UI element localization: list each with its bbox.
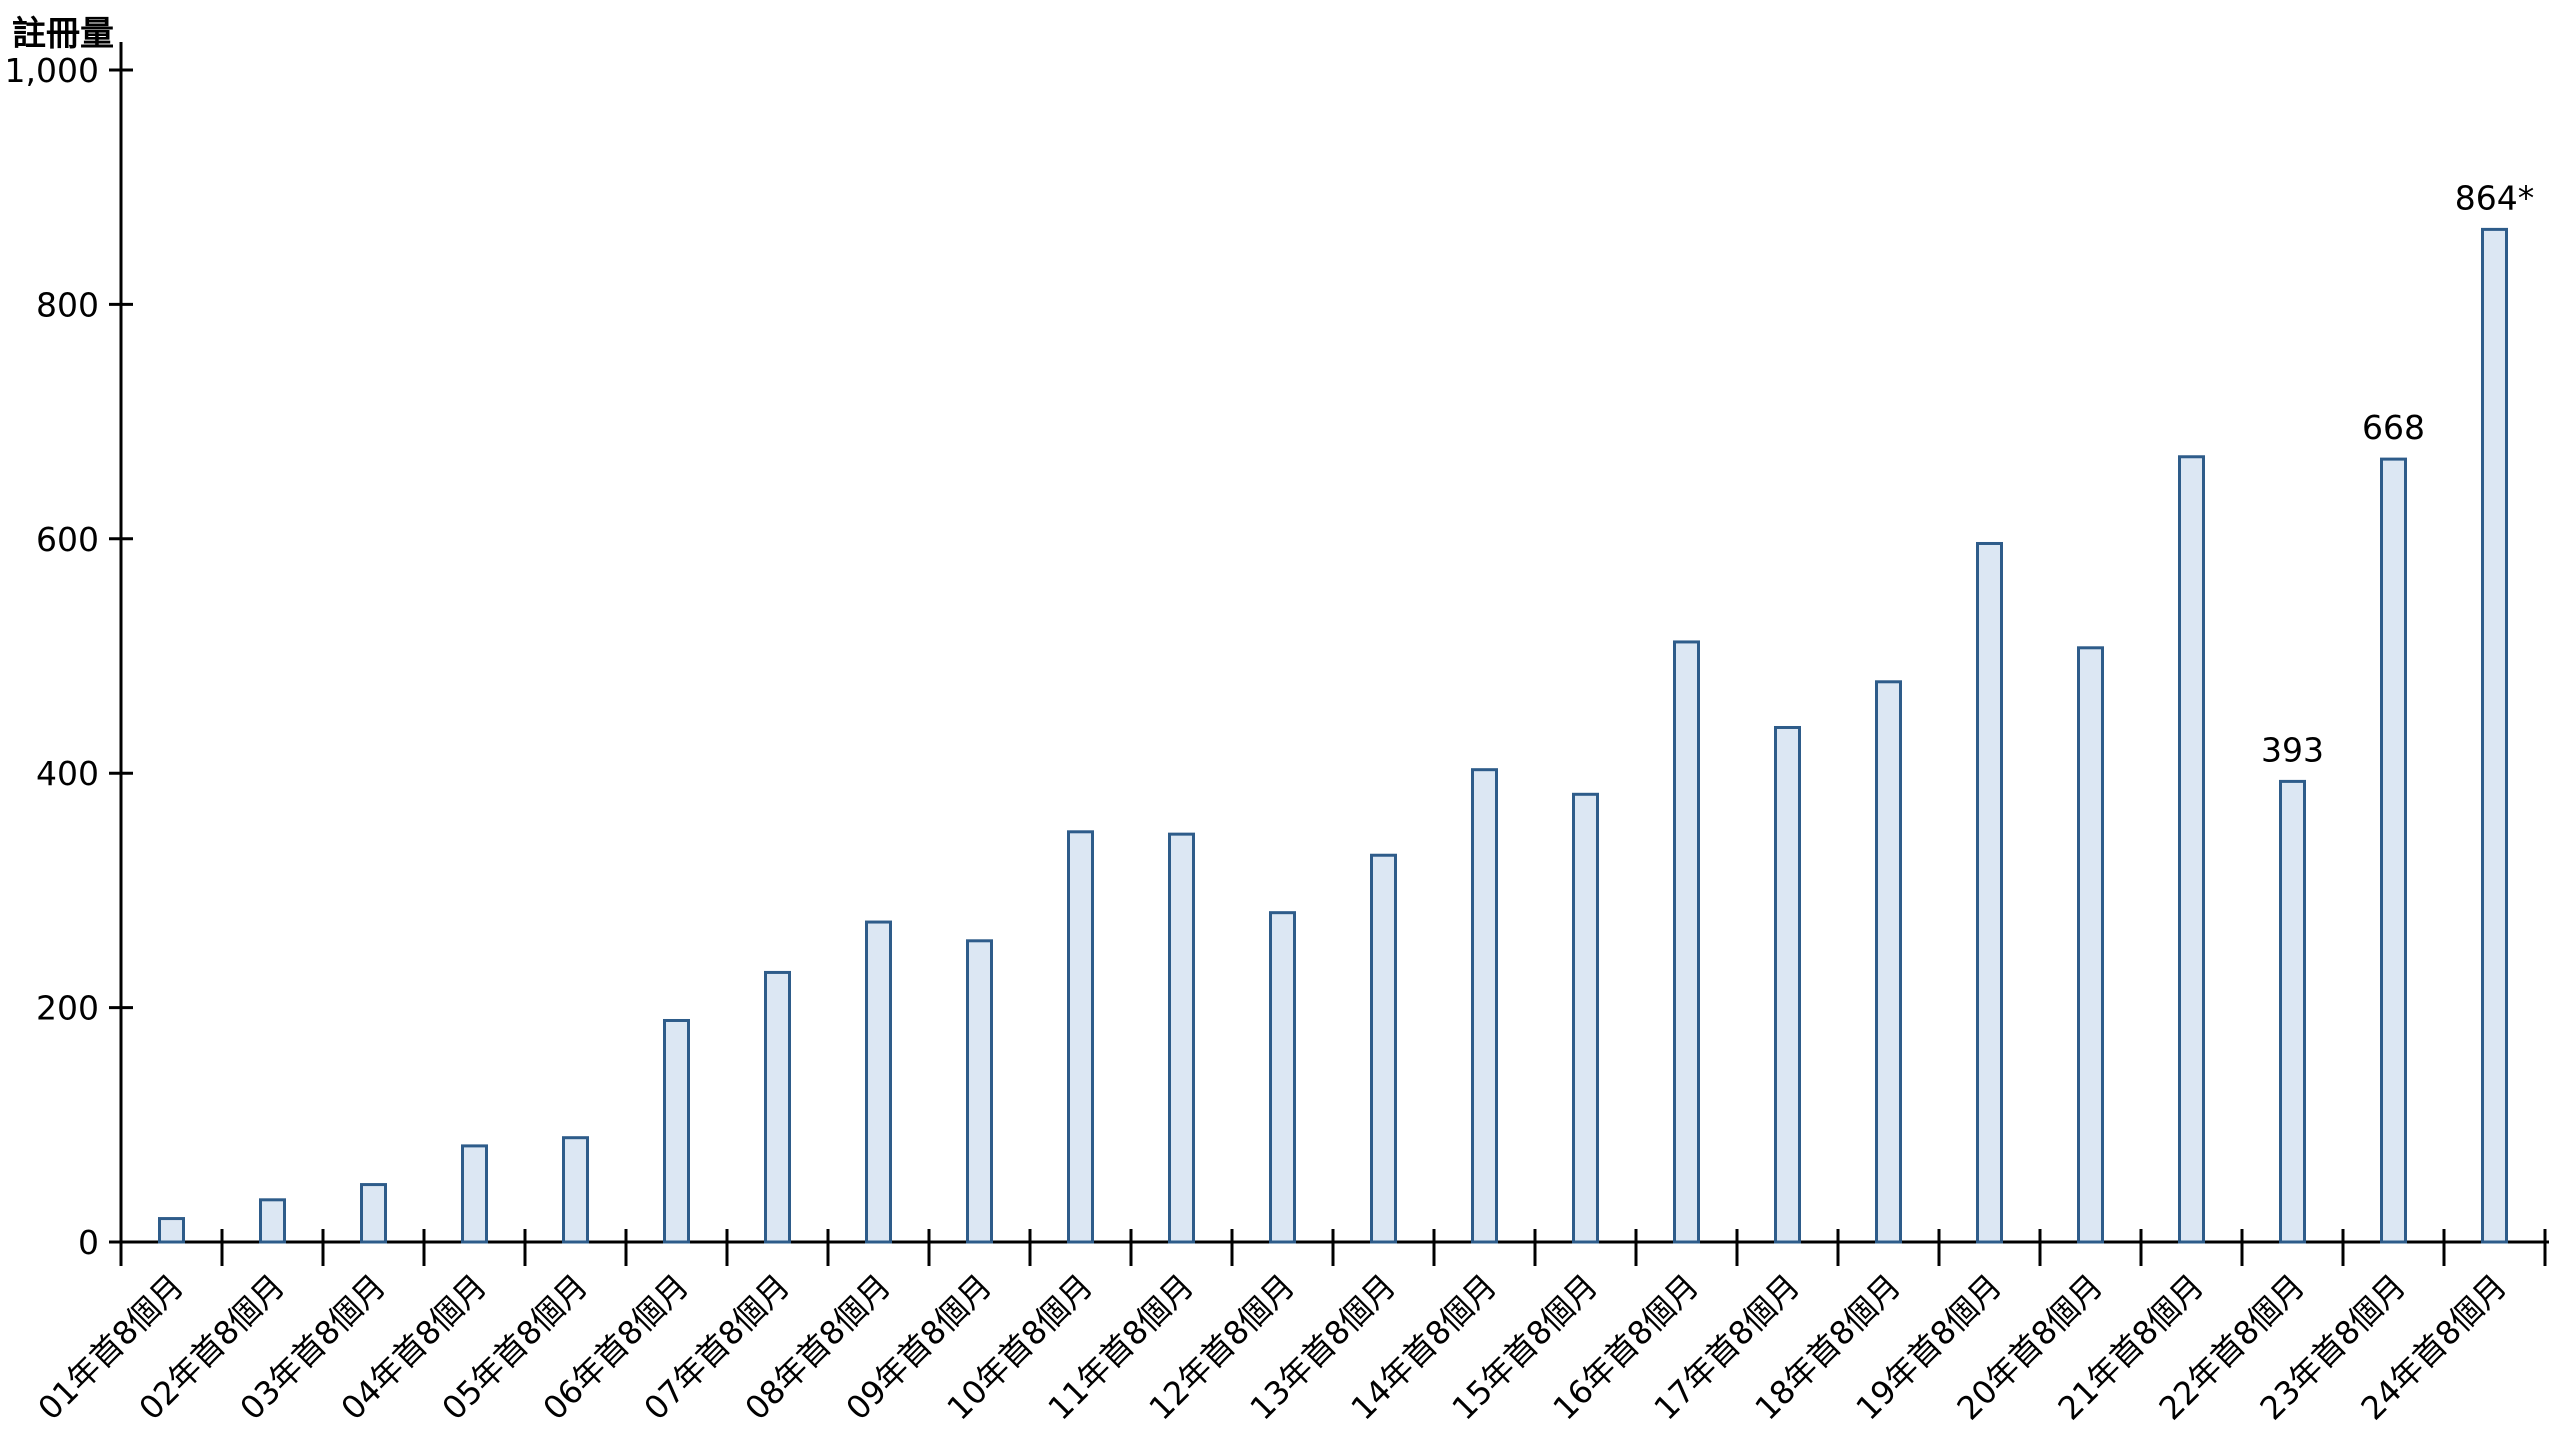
bar-22年首8個月 <box>2279 779 2306 1244</box>
bar-03年首8個月 <box>360 1183 387 1244</box>
bar-11年首8個月 <box>1168 832 1195 1244</box>
bar-20年首8個月 <box>2077 646 2104 1244</box>
bar-21年首8個月 <box>2178 455 2205 1244</box>
bar-06年首8個月 <box>663 1018 690 1244</box>
y-axis-tick-label: 800 <box>36 285 99 324</box>
bar-value-label: 668 <box>2362 408 2425 447</box>
bar-18年首8個月 <box>1875 680 1902 1244</box>
bar-value-label: 393 <box>2261 730 2324 769</box>
bar-10年首8個月 <box>1067 830 1094 1244</box>
bar-05年首8個月 <box>562 1136 589 1244</box>
bar-08年首8個月 <box>865 920 892 1244</box>
bar-23年首8個月 <box>2380 457 2407 1244</box>
y-axis-tick-label: 1,000 <box>5 51 99 90</box>
bar-15年首8個月 <box>1572 792 1599 1244</box>
bar-02年首8個月 <box>259 1198 286 1244</box>
bar-04年首8個月 <box>461 1144 488 1244</box>
bar-12年首8個月 <box>1269 911 1296 1244</box>
bar-14年首8個月 <box>1471 768 1498 1244</box>
bar-16年首8個月 <box>1673 640 1700 1244</box>
y-axis-tick-label: 600 <box>36 520 99 559</box>
y-axis-title: 註冊量 <box>12 14 114 54</box>
bar-24年首8個月 <box>2481 227 2508 1244</box>
bar-13年首8個月 <box>1370 853 1397 1244</box>
bar-01年首8個月 <box>158 1217 185 1244</box>
y-axis-tick-label: 200 <box>36 989 99 1028</box>
bar-17年首8個月 <box>1774 725 1801 1244</box>
bar-19年首8個月 <box>1976 541 2003 1244</box>
bar-09年首8個月 <box>966 939 993 1244</box>
y-axis-tick-label: 400 <box>36 754 99 793</box>
bar-07年首8個月 <box>764 970 791 1244</box>
y-axis-tick-label: 0 <box>78 1223 99 1262</box>
bar-value-label: 864* <box>2455 178 2535 217</box>
